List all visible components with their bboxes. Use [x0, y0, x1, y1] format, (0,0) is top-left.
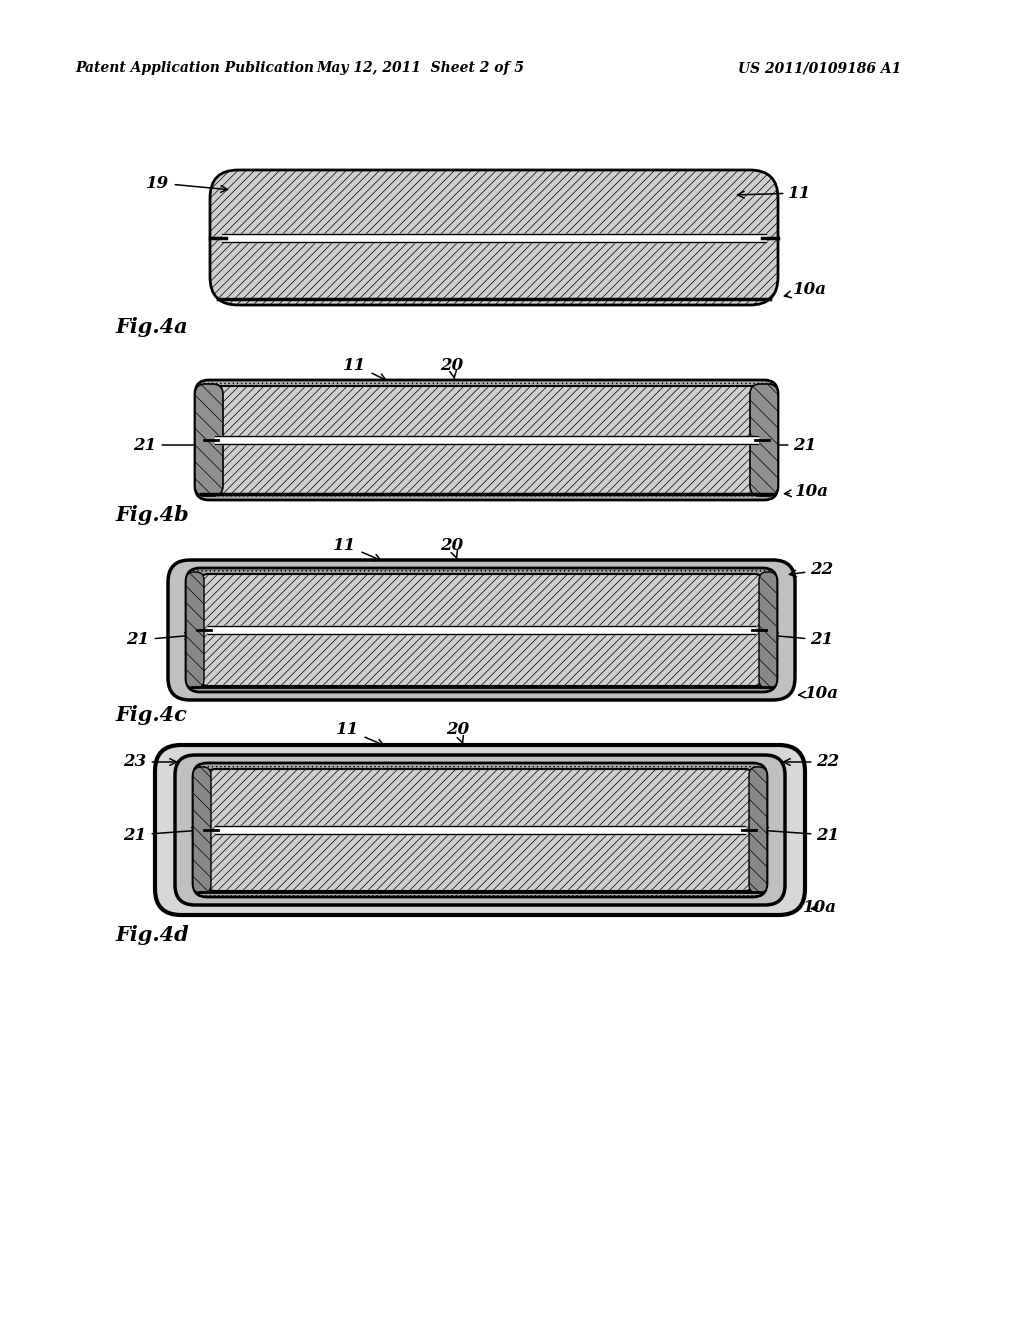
- FancyBboxPatch shape: [207, 770, 753, 891]
- FancyBboxPatch shape: [749, 767, 767, 894]
- Text: Patent Application Publication: Patent Application Publication: [75, 61, 314, 75]
- Text: Fig.4a: Fig.4a: [115, 317, 187, 337]
- FancyBboxPatch shape: [750, 384, 778, 496]
- Text: 11: 11: [334, 536, 381, 561]
- Text: 19: 19: [146, 174, 227, 193]
- Text: 20: 20: [446, 722, 470, 744]
- Text: Fig.4b: Fig.4b: [115, 506, 188, 525]
- FancyBboxPatch shape: [195, 384, 223, 496]
- Text: 21: 21: [133, 437, 203, 454]
- Text: 21: 21: [123, 826, 199, 843]
- Text: 10a: 10a: [799, 685, 839, 702]
- FancyBboxPatch shape: [210, 170, 778, 305]
- Text: 22: 22: [790, 561, 834, 578]
- FancyBboxPatch shape: [186, 568, 777, 692]
- FancyBboxPatch shape: [207, 385, 766, 494]
- Text: 11: 11: [336, 722, 384, 746]
- FancyBboxPatch shape: [193, 763, 767, 898]
- Text: 23: 23: [123, 754, 176, 771]
- Text: 21: 21: [771, 631, 834, 648]
- Text: 10a: 10a: [784, 281, 827, 298]
- Text: 21: 21: [126, 631, 191, 648]
- FancyBboxPatch shape: [195, 380, 778, 500]
- FancyBboxPatch shape: [155, 744, 805, 915]
- Text: 11: 11: [343, 356, 386, 380]
- Text: 20: 20: [440, 356, 464, 379]
- Text: 21: 21: [770, 437, 816, 454]
- Text: 10a: 10a: [784, 483, 829, 500]
- Text: 20: 20: [440, 536, 464, 558]
- Text: 10a: 10a: [803, 899, 837, 916]
- FancyBboxPatch shape: [193, 767, 211, 894]
- Text: Fig.4c: Fig.4c: [115, 705, 186, 725]
- FancyBboxPatch shape: [168, 560, 795, 700]
- Text: 11: 11: [737, 185, 812, 202]
- Text: 21: 21: [762, 826, 840, 843]
- FancyBboxPatch shape: [759, 572, 777, 688]
- FancyBboxPatch shape: [186, 572, 204, 688]
- Text: US 2011/0109186 A1: US 2011/0109186 A1: [738, 61, 901, 75]
- FancyBboxPatch shape: [175, 755, 785, 906]
- Text: 22: 22: [783, 754, 840, 771]
- FancyBboxPatch shape: [200, 574, 763, 686]
- Text: Fig.4d: Fig.4d: [115, 925, 188, 945]
- Text: May 12, 2011  Sheet 2 of 5: May 12, 2011 Sheet 2 of 5: [316, 61, 524, 75]
